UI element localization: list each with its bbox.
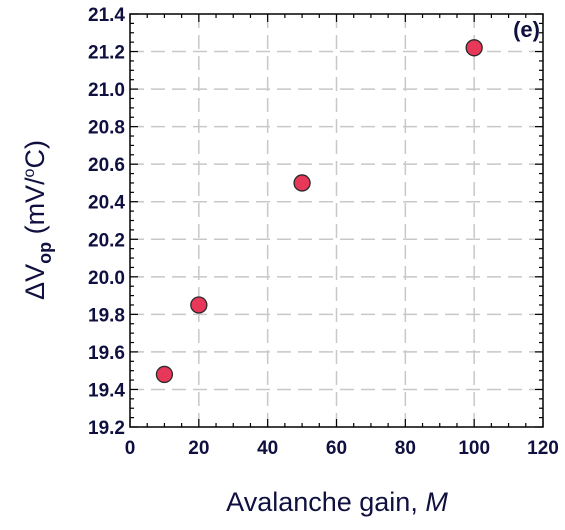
- axis-ticks: [129, 13, 544, 428]
- x-tick-label: 100: [458, 438, 490, 459]
- y-axis-title-subscript: op: [35, 242, 55, 264]
- data-point: [155, 365, 174, 384]
- data-point: [465, 39, 483, 57]
- data-points: [155, 39, 483, 384]
- x-tick-label: 40: [257, 438, 278, 459]
- data-point: [190, 296, 208, 314]
- y-tick-label: 21.2: [88, 43, 125, 64]
- plot-frame: [129, 13, 544, 428]
- y-tick-label: 19.4: [88, 380, 125, 401]
- x-tick-label: 0: [125, 438, 136, 459]
- y-tick-label: 21.4: [88, 5, 125, 26]
- y-tick-label: 20.8: [88, 118, 125, 139]
- x-axis-title-text: Avalanche gain,: [226, 487, 425, 517]
- y-tick-label: 20.6: [88, 155, 125, 176]
- y-tick-labels: 19.2 19.4 19.6 19.8 20.0 20.2 20.4 20.6 20.8 21.0…: [88, 5, 125, 439]
- data-point: [293, 174, 311, 192]
- y-tick-label: 19.6: [88, 343, 125, 364]
- y-axis-title-degree: o: [21, 168, 38, 177]
- y-axis-title-units: (mV/: [20, 177, 50, 242]
- x-axis-title: Avalanche gain, M: [226, 487, 448, 517]
- y-axis-title-unit-end: C): [20, 140, 50, 169]
- x-tick-label: 80: [395, 438, 416, 459]
- y-tick-label: 20.0: [88, 268, 125, 289]
- x-tick-labels: 0 20 40 60 80 100 120: [125, 438, 559, 459]
- x-tick-label: 20: [188, 438, 209, 459]
- grid-lines: [130, 14, 543, 427]
- y-axis-title-delta: ΔV: [20, 264, 50, 300]
- y-tick-label: 19.2: [88, 418, 125, 439]
- y-tick-label: 20.2: [88, 230, 125, 251]
- y-tick-label: 19.8: [88, 305, 125, 326]
- y-tick-label: 21.0: [88, 80, 125, 101]
- x-axis-title-variable: M: [425, 487, 448, 517]
- x-tick-label: 60: [326, 438, 347, 459]
- panel-label: (e): [513, 17, 540, 42]
- x-tick-label: 120: [527, 438, 559, 459]
- y-tick-label: 20.4: [88, 193, 125, 214]
- y-axis-title: ΔVop (mV/oC): [20, 140, 55, 300]
